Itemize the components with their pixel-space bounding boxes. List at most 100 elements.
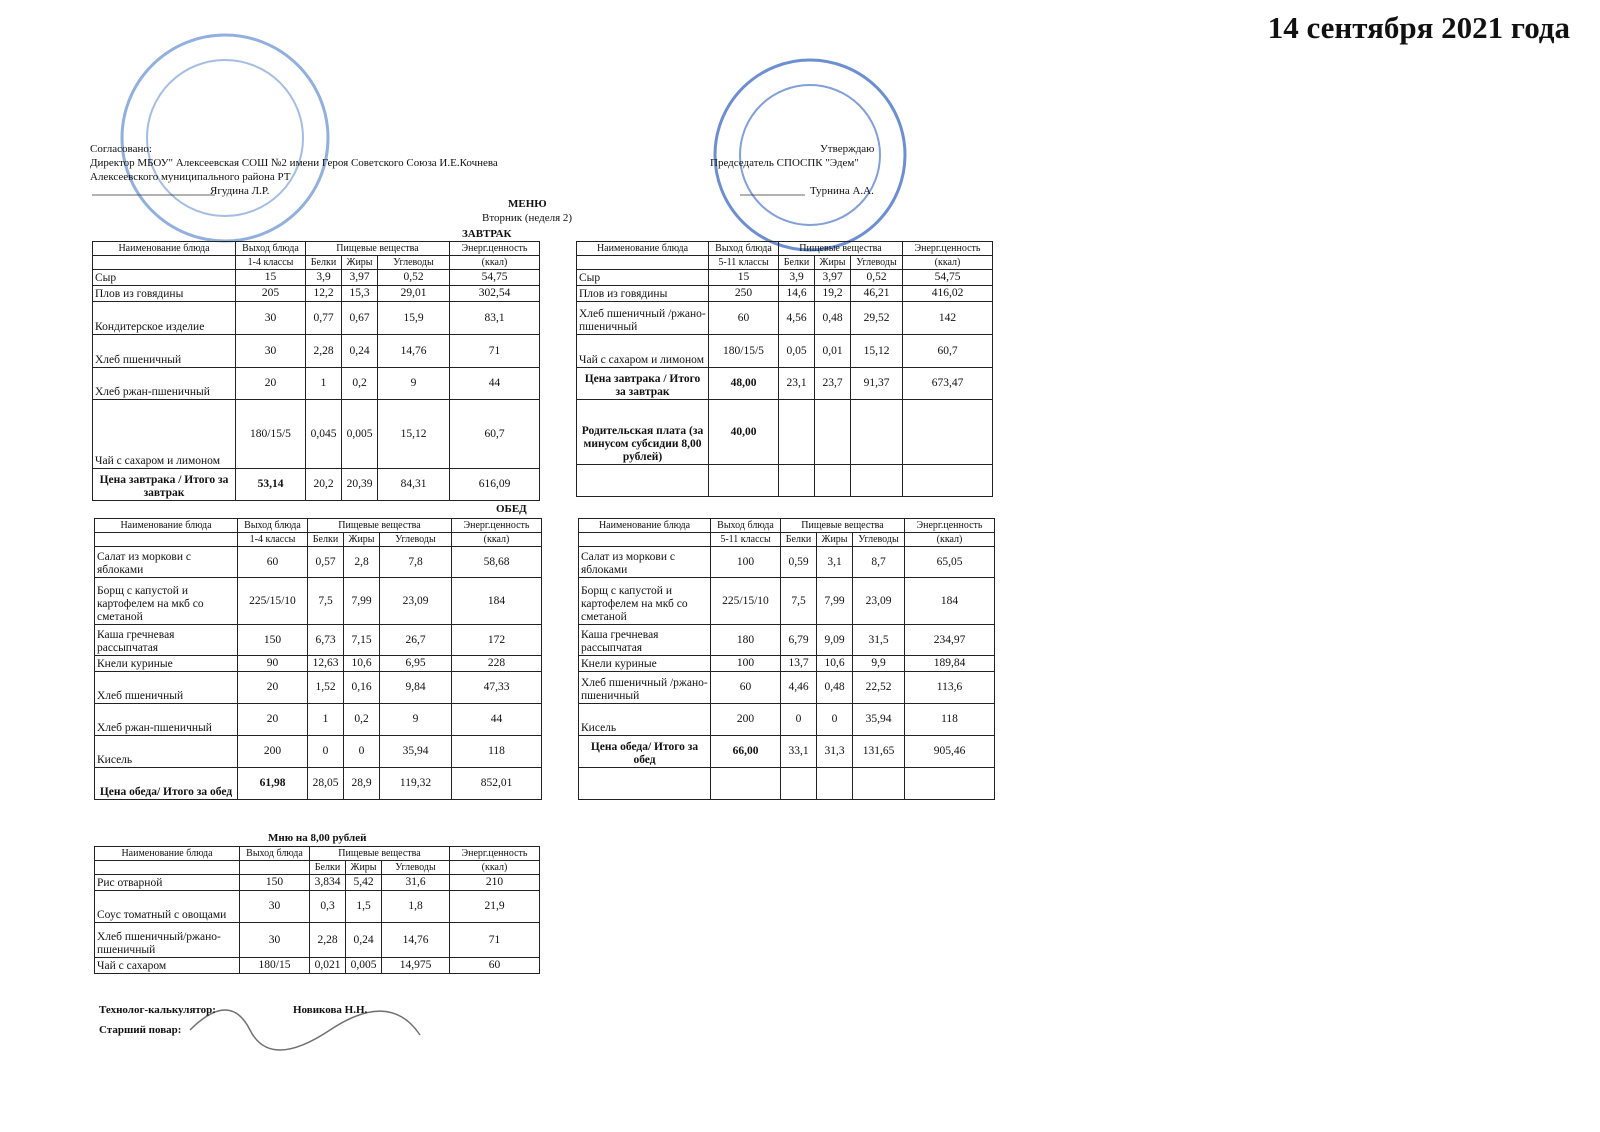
- value-cell: 44: [449, 367, 540, 400]
- value-cell: 4,46: [780, 671, 817, 704]
- value-cell: 172: [451, 624, 542, 656]
- value-cell: 1: [305, 367, 342, 400]
- menu-row: Каша гречневая рассыпчатая 150 6,73 7,15 26,…: [94, 624, 542, 656]
- value-cell: 20: [235, 367, 306, 400]
- dish-name: Хлеб ржан-пшеничный: [94, 703, 238, 736]
- value-cell: 30: [235, 334, 306, 368]
- value-cell: 14,76: [377, 334, 450, 368]
- menu-title: МЕНЮ: [508, 198, 547, 210]
- dish-name: Салат из моркови с яблоками: [94, 546, 238, 578]
- value-cell: 28,05: [307, 767, 344, 800]
- value-cell: 184: [451, 577, 542, 625]
- subheader-cell: [239, 860, 310, 875]
- value-cell: 35,94: [852, 703, 905, 736]
- dish-name: Кнели куриные: [94, 655, 238, 672]
- header-cell: Энерг.ценность: [449, 241, 540, 256]
- value-cell: 54,75: [902, 269, 993, 286]
- dish-name: Хлеб пшеничный: [94, 671, 238, 704]
- value-cell: [780, 767, 817, 800]
- value-cell: 15: [708, 269, 779, 286]
- subheader-cell: Углеводы: [381, 860, 450, 875]
- dish-name: Каша гречневая рассыпчатая: [578, 624, 711, 656]
- value-cell: 100: [710, 655, 781, 672]
- header-row: Наименование блюда Выход блюда Пищевые вещ…: [94, 518, 542, 533]
- value-cell: 15,12: [377, 399, 450, 469]
- header-cell: Наименование блюда: [94, 846, 240, 861]
- menu-table: Наименование блюда Выход блюда Пищевые вещ…: [576, 241, 993, 497]
- value-cell: 0,2: [341, 367, 378, 400]
- value-cell: 0,67: [341, 301, 378, 335]
- value-cell: 20: [237, 671, 308, 704]
- value-cell: [902, 399, 993, 465]
- dish-name: Чай с сахаром: [94, 957, 240, 974]
- value-cell: 4,56: [778, 301, 815, 335]
- subheader-cell: Углеводы: [850, 255, 903, 270]
- menu-table: Наименование блюда Выход блюда Пищевые вещ…: [92, 241, 540, 501]
- value-cell: 7,8: [379, 546, 452, 578]
- subheader-cell: Углеводы: [377, 255, 450, 270]
- value-cell: [710, 767, 781, 800]
- dish-name: Плов из говядины: [92, 285, 236, 302]
- value-cell: 150: [237, 624, 308, 656]
- footer-label: Старший повар:: [99, 1024, 182, 1036]
- header-cell: Энерг.ценность: [902, 241, 993, 256]
- value-cell: 10,6: [343, 655, 380, 672]
- menu-table: Наименование блюда Выход блюда Пищевые вещ…: [578, 518, 995, 800]
- value-cell: 1,5: [345, 890, 382, 923]
- header-cell: Пищевые вещества: [780, 518, 905, 533]
- value-cell: 189,84: [904, 655, 995, 672]
- value-cell: 12,2: [305, 285, 342, 302]
- header-cell: Наименование блюда: [578, 518, 711, 533]
- value-cell: 0: [780, 703, 817, 736]
- header-cell: Пищевые вещества: [778, 241, 903, 256]
- value-cell: 234,97: [904, 624, 995, 656]
- menu-row: Хлеб пшеничный/ржано-пшеничный 30 2,28 0,24…: [94, 922, 540, 958]
- value-cell: [708, 464, 779, 497]
- value-cell: [852, 767, 905, 800]
- value-cell: 225/15/10: [710, 577, 781, 625]
- value-cell: 3,834: [309, 874, 346, 891]
- dish-name: Хлеб пшеничный /ржано-пшеничный: [578, 671, 711, 704]
- dish-name: Борщ с капустой и картофелем на мкб со с…: [94, 577, 238, 625]
- value-cell: 118: [451, 735, 542, 768]
- value-cell: 0,57: [307, 546, 344, 578]
- value-cell: 0,045: [305, 399, 342, 469]
- menu-row: Кисель 200 0 0 35,94 118: [578, 703, 995, 736]
- value-cell: 180/15/5: [708, 334, 779, 368]
- subheader-cell: [92, 255, 236, 270]
- value-cell: 3,97: [341, 269, 378, 286]
- menu-row: Хлеб пшеничный /ржано-пшеничный 60 4,56 0,4…: [576, 301, 993, 335]
- subheader-cell: Белки: [780, 532, 817, 547]
- value-cell: 60: [710, 671, 781, 704]
- dish-name: Салат из моркови с яблоками: [578, 546, 711, 578]
- value-cell: 0,52: [377, 269, 450, 286]
- value-cell: 0,005: [345, 957, 382, 974]
- value-cell: 673,47: [902, 367, 993, 400]
- value-cell: 13,7: [780, 655, 817, 672]
- value-cell: 0,24: [341, 334, 378, 368]
- header-cell: Выход блюда: [237, 518, 308, 533]
- value-cell: 6,73: [307, 624, 344, 656]
- value-cell: 23,09: [852, 577, 905, 625]
- approved-line: Председатель СПОСПК "Эдем": [710, 157, 859, 169]
- value-cell: 150: [239, 874, 310, 891]
- dish-name: Хлеб пшеничный/ржано-пшеничный: [94, 922, 240, 958]
- value-cell: 20,2: [305, 468, 342, 501]
- menu-row: Рис отварной 150 3,834 5,42 31,6 210: [94, 874, 540, 891]
- value-cell: 19,2: [814, 285, 851, 302]
- value-cell: 200: [237, 735, 308, 768]
- value-cell: [902, 464, 993, 497]
- value-cell: [778, 464, 815, 497]
- value-cell: 0,48: [814, 301, 851, 335]
- value-cell: 200: [710, 703, 781, 736]
- value-cell: 30: [239, 890, 310, 923]
- dish-name: Рис отварной: [94, 874, 240, 891]
- value-cell: 852,01: [451, 767, 542, 800]
- section-title: ОБЕД: [496, 503, 527, 515]
- value-cell: 0,16: [343, 671, 380, 704]
- menu-row: Цена завтрака / Итого за завтрак 48,00 23,…: [576, 367, 993, 400]
- menu-row: Кнели куриные 90 12,63 10,6 6,95 228: [94, 655, 542, 672]
- header-cell: Энерг.ценность: [449, 846, 540, 861]
- value-cell: 3,9: [305, 269, 342, 286]
- value-cell: 31,6: [381, 874, 450, 891]
